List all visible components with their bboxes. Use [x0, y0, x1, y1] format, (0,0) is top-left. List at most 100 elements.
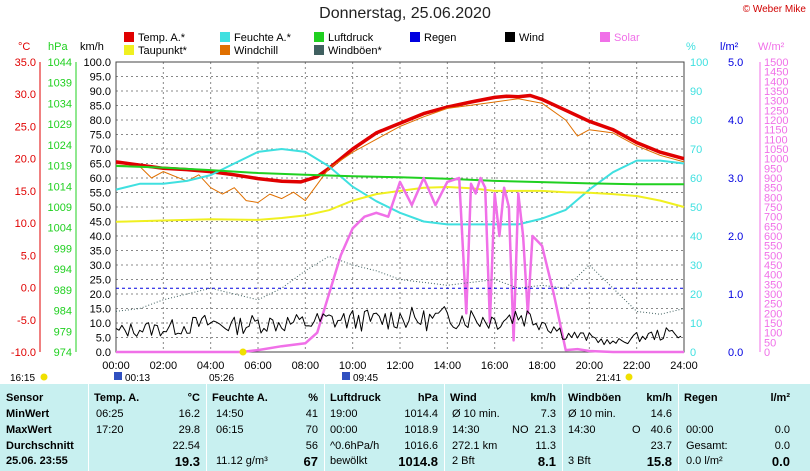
solar-tick-label: 1000 — [764, 154, 788, 166]
pressure-tick-label: 989 — [54, 285, 72, 297]
humidity-value: 41 — [305, 408, 318, 420]
solar-tick-label: 400 — [764, 270, 782, 282]
wind-tick-label: 45.0 — [90, 217, 111, 229]
legend-item-humidity: Feuchte A.* — [220, 32, 291, 44]
header-humidity-unit: % — [308, 392, 318, 404]
sunset-icon — [625, 373, 633, 381]
pressure-time: bewölkt — [330, 455, 368, 467]
temp-tick-label: 10.0 — [15, 218, 36, 230]
solar-tick-label: 700 — [764, 212, 782, 224]
x-tick-label: 06:00 — [244, 360, 272, 372]
legend-swatch — [124, 45, 134, 55]
pressure-value: 1014.4 — [404, 408, 438, 420]
x-tick-label: 02:00 — [150, 360, 178, 372]
legend-label: Wind — [519, 32, 545, 44]
sun-info-time: 16:15 — [10, 373, 35, 384]
pressure-tick-label: 1019 — [48, 161, 72, 173]
humidity-tick-label: 70 — [690, 144, 702, 156]
wind-tick-label: 65.0 — [90, 159, 111, 171]
temp-tick-label: 20.0 — [15, 154, 36, 166]
solar-tick-label: 1400 — [764, 76, 788, 88]
x-tick-label: 00:00 — [102, 360, 130, 372]
wind-label: 2 Bft — [452, 455, 475, 467]
legend-swatch — [314, 32, 324, 42]
wind-tick-label: 50.0 — [90, 202, 111, 214]
pressure-tick-label: 1009 — [48, 202, 72, 214]
legend-swatch — [314, 45, 324, 55]
legend-item-pressure: Luftdruck — [314, 32, 373, 44]
pressure-tick-label: 1004 — [48, 223, 72, 235]
sunset-time: 21:41 — [596, 373, 621, 384]
solar-tick-label: 950 — [764, 163, 782, 175]
gust-value: 14.6 — [650, 408, 672, 420]
wind-label: 272.1 km — [452, 440, 498, 452]
legend-item-dewpoint: Taupunkt* — [124, 45, 187, 57]
temp-tick-label: 25.0 — [15, 121, 36, 133]
temp-tick-label: -5.0 — [17, 315, 36, 327]
wind-tick-label: 0.0 — [96, 347, 111, 359]
solar-tick-label: 900 — [764, 173, 782, 185]
x-tick-label: 22:00 — [623, 360, 651, 372]
pressure-tick-label: 1024 — [48, 140, 72, 152]
legend-swatch — [410, 32, 420, 42]
humidity-time: 11.12 g/m³ — [216, 455, 268, 467]
wind-label: 14:30 — [452, 424, 480, 436]
legend-label: Windchill — [234, 45, 279, 57]
humidity-tick-label: 80 — [690, 115, 702, 127]
rain-tick-label: 4.0 — [728, 115, 743, 127]
series-taupunkt — [115, 186, 685, 223]
pressure-tick-label: 1039 — [48, 78, 72, 90]
header-pressure: Luftdruck — [330, 392, 381, 404]
solar-tick-label: 1450 — [764, 67, 788, 79]
legend-label: Solar — [614, 32, 640, 44]
temp-tick-label: 35.0 — [15, 57, 36, 69]
solar-tick-label: 250 — [764, 299, 782, 311]
wind-tick-label: 5.0 — [96, 333, 111, 345]
x-tick-label: 12:00 — [386, 360, 414, 372]
solar-tick-label: 600 — [764, 231, 782, 243]
gust-label: Ø 10 min. — [568, 408, 616, 420]
wind-tick-label: 85.0 — [90, 101, 111, 113]
sun-icon — [40, 373, 48, 381]
moonrise-icon — [114, 372, 122, 380]
weather-chart: 35.0 30.0 25.0 20.0 15.0 10.0 5.0 0.0 -5.0 -10.0 1… — [10, 57, 788, 384]
pressure-value: 1014.8 — [398, 454, 438, 469]
solar-tick-label: 500 — [764, 250, 782, 262]
rain-value: 0.0 — [774, 424, 790, 436]
unit-solar: W/m² — [758, 41, 785, 53]
wind-tick-label: 70.0 — [90, 144, 111, 156]
temp-value: 29.8 — [178, 424, 200, 436]
humidity-value: 67 — [303, 454, 318, 469]
series-windchill — [115, 98, 685, 203]
moonrise-time: 00:13 — [125, 373, 150, 384]
x-tick-label: 24:00 — [670, 360, 698, 372]
pressure-tick-label: 999 — [54, 243, 72, 255]
copyright-link[interactable]: © Weber Mike — [742, 4, 806, 15]
solar-tick-label: 450 — [764, 260, 782, 272]
rain-label: Gesamt: — [686, 440, 728, 452]
legend-label: Temp. A.* — [138, 32, 186, 44]
temp-time: 17:20 — [96, 424, 124, 436]
gust-value: 40.6 — [650, 424, 672, 436]
pressure-tick-label: 1044 — [48, 57, 72, 69]
solar-tick-label: 1500 — [764, 57, 788, 69]
sunrise-time: 05:26 — [209, 373, 234, 384]
solar-tick-label: 1350 — [764, 86, 788, 98]
wind-value: 8.1 — [537, 454, 556, 469]
solar-tick-label: 1050 — [764, 144, 788, 156]
wind-tick-label: 60.0 — [90, 173, 111, 185]
humidity-tick-label: 20 — [690, 289, 702, 301]
unit-wind: km/h — [80, 41, 104, 53]
wind-tick-label: 40.0 — [90, 231, 111, 243]
temp-time: 06:25 — [96, 408, 124, 420]
humidity-time: 14:50 — [216, 408, 244, 420]
pressure-tick-label: 1029 — [48, 119, 72, 131]
moonset-icon — [342, 372, 350, 380]
legend-item-temp: Temp. A.* — [124, 32, 185, 44]
rain-tick-label: 3.0 — [728, 173, 743, 185]
legend-swatch — [220, 32, 230, 42]
solar-tick-label: 800 — [764, 192, 782, 204]
legend-item-gusts: Windböen* — [314, 45, 382, 57]
pressure-tick-label: 979 — [54, 326, 72, 338]
humidity-value: 70 — [305, 424, 318, 436]
